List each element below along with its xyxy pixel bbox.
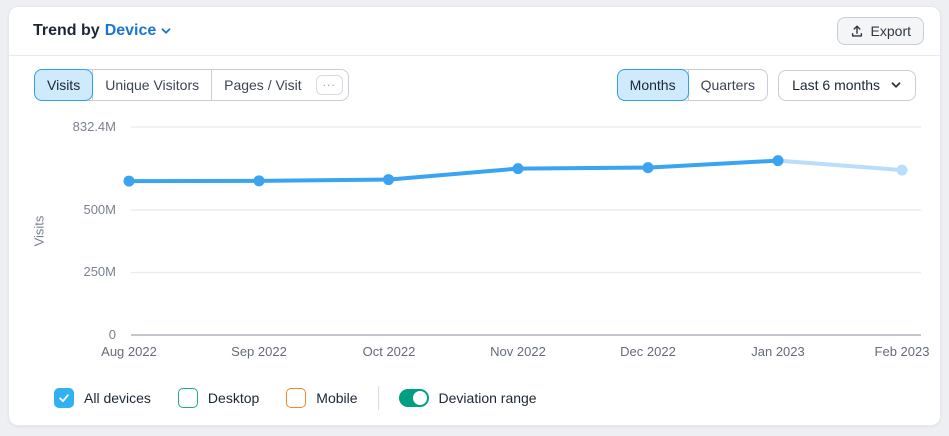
date-range-dropdown[interactable]: Last 6 months [778,69,916,101]
chevron-down-icon [891,82,901,88]
date-range-value: Last 6 months [792,77,880,93]
tab-visits[interactable]: Visits [34,69,94,101]
y-tick: 250M [83,264,116,279]
toggle-knob [412,391,427,405]
more-metrics-button[interactable]: ... [315,75,343,95]
card-header: Trend by Device Export [9,7,940,56]
chevron-down-icon [161,28,171,34]
legend-divider [377,386,379,410]
check-icon [59,394,69,403]
card-title: Trend by Device [33,22,172,40]
legend-label: Desktop [207,390,260,406]
chart-area: Visits 832.4M 500M 250M 0 Aug 2022 Sep 2… [9,110,940,362]
device-selector-label: Device [104,22,157,39]
right-controls: Months Quarters Last 6 months [616,69,916,101]
trend-chart-svg [123,126,921,336]
tab-quarters[interactable]: Quarters [687,70,767,100]
x-axis-label: Oct 2022 [362,344,416,359]
legend-item-desktop[interactable]: Desktop [177,388,260,408]
legend-item-all-devices[interactable]: All devices [54,388,151,408]
x-axis-label: Nov 2022 [490,344,546,359]
period-tabs: Months Quarters [616,69,769,101]
x-axis-label: Aug 2022 [101,344,157,359]
deviation-range-toggle[interactable] [398,389,429,407]
trend-by-device-card: Trend by Device Export Visits Unique Vis… [8,6,941,426]
more-metrics-cell: ... [314,70,348,100]
controls-row: Visits Unique Visitors Pages / Visit ...… [34,69,916,101]
y-tick: 0 [108,327,116,342]
tab-unique-visitors[interactable]: Unique Visitors [92,70,211,100]
legend-label: All devices [84,390,151,406]
y-tick: 500M [83,202,116,217]
tab-pages-per-visit[interactable]: Pages / Visit [211,70,314,100]
checkbox-all-devices[interactable] [54,388,74,408]
chart-legend: All devices Desktop Mobile Deviation ran… [54,386,916,410]
x-axis-label: Dec 2022 [620,344,676,359]
checkbox-desktop[interactable] [177,388,198,408]
x-axis-label: Sep 2022 [231,344,287,359]
checkbox-mobile[interactable] [286,388,307,408]
x-axis-label: Feb 2023 [874,344,930,359]
export-button[interactable]: Export [836,17,924,45]
legend-item-mobile[interactable]: Mobile [286,388,358,408]
export-label: Export [870,23,911,39]
legend-label: Deviation range [438,390,537,406]
x-axis-label: Jan 2023 [751,344,805,359]
title-prefix: Trend by [33,22,100,39]
y-tick: 832.4M [72,119,116,134]
export-upload-icon [851,25,862,37]
legend-label: Mobile [316,390,358,406]
legend-item-deviation-range[interactable]: Deviation range [398,389,537,407]
metric-tabs: Visits Unique Visitors Pages / Visit ... [34,69,349,101]
tab-months[interactable]: Months [616,69,689,101]
device-selector[interactable]: Device [105,22,173,40]
